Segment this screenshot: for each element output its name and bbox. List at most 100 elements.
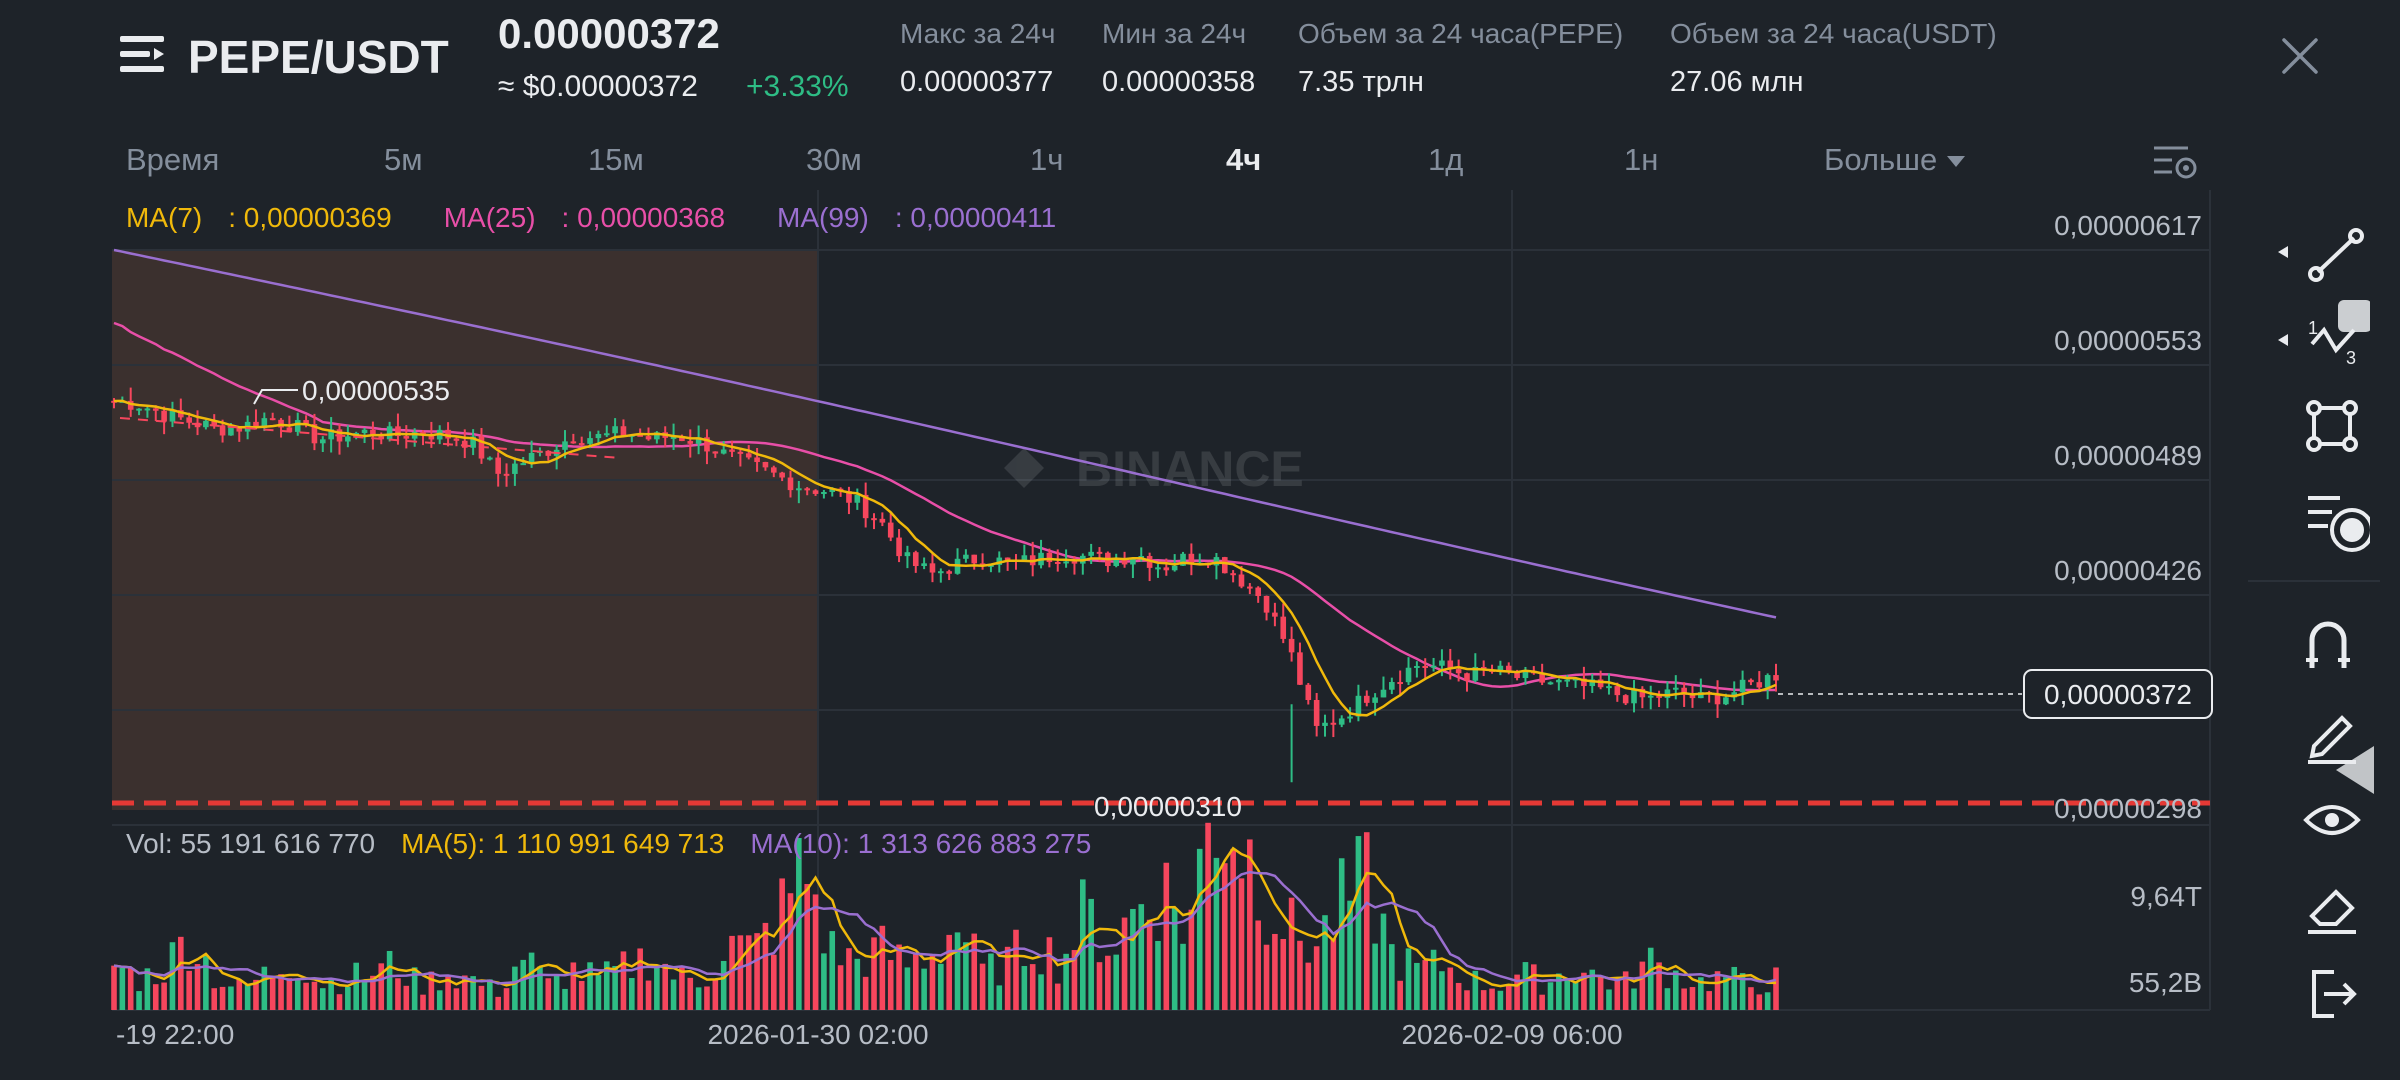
volume-bar — [1105, 955, 1111, 1010]
volume-bar — [445, 976, 451, 1010]
volume-bar — [253, 979, 259, 1010]
tab-1d[interactable]: 1д — [1428, 142, 1464, 177]
candle-body — [1405, 667, 1412, 683]
chart-area[interactable]: BINANCE 0,00000535 0,00000310 0,00000372… — [0, 190, 2240, 1080]
volume-bar — [186, 970, 192, 1010]
ma99-line — [113, 248, 1777, 619]
candle-body — [946, 571, 952, 574]
stat-high-24h: Макс за 24ч 0.00000377 — [900, 18, 1055, 99]
candle-body — [1497, 665, 1504, 672]
candle-body — [136, 408, 142, 411]
close-icon[interactable] — [2278, 34, 2322, 78]
volume-bar — [1480, 990, 1487, 1010]
volume-bar — [311, 981, 318, 1010]
candle-body — [879, 518, 886, 523]
visibility-tool-icon[interactable] — [2278, 784, 2370, 854]
exit-tool-icon[interactable] — [2278, 956, 2370, 1026]
volume-bar — [503, 988, 510, 1010]
tab-time[interactable]: Время — [126, 142, 220, 177]
candle-body — [687, 441, 694, 444]
candle-body — [1180, 553, 1186, 566]
indicator-tool-icon[interactable] — [2278, 486, 2370, 556]
candle-body — [1021, 555, 1028, 561]
highlight-zone — [112, 250, 818, 810]
tab-30m[interactable]: 30м — [806, 142, 862, 177]
tab-more[interactable]: Больше — [1824, 142, 1966, 178]
candle-body — [1247, 586, 1253, 589]
volume-bar — [1313, 946, 1320, 1010]
candle-body — [1698, 692, 1704, 699]
line-tool-icon[interactable] — [2278, 220, 2370, 290]
candle-body — [503, 473, 510, 476]
candlestick-chart[interactable]: BINANCE 0,00000535 0,00000310 0,00000372… — [0, 190, 2240, 1080]
volume-bar — [1363, 832, 1370, 1010]
tab-15m[interactable]: 15м — [588, 142, 644, 177]
volume-bar — [219, 986, 226, 1010]
tab-1h[interactable]: 1ч — [1030, 142, 1064, 177]
volume-bar — [361, 979, 368, 1010]
candle-body — [127, 400, 134, 410]
pen-tool-icon[interactable] — [2278, 696, 2370, 766]
candle-body — [1539, 673, 1545, 683]
volume-bar — [1247, 839, 1253, 1010]
candle-body — [1514, 671, 1520, 679]
volume-bar — [1080, 879, 1086, 1010]
shape-tool-icon[interactable] — [2278, 390, 2370, 460]
collapse-arrow-icon[interactable] — [2332, 742, 2380, 798]
volume-bar — [1113, 954, 1120, 1010]
magnet-tool-icon[interactable] — [2278, 606, 2370, 676]
candle-body — [1689, 694, 1696, 699]
tab-4h[interactable]: 4ч — [1226, 142, 1262, 177]
trend-line[interactable] — [119, 417, 621, 459]
volume-bar — [938, 963, 944, 1010]
candle-body — [1414, 665, 1420, 668]
candle-body — [704, 437, 710, 452]
volume-bar — [562, 988, 568, 1010]
volume-bar — [762, 922, 769, 1010]
volume-bar — [1689, 987, 1696, 1010]
stat-volume-pepe: Объем за 24 часа(PEPE) 7.35 трлн — [1298, 18, 1623, 99]
candle-body — [595, 433, 602, 439]
volume-bar — [821, 953, 827, 1010]
tab-1w[interactable]: 1н — [1624, 142, 1659, 177]
candle-body — [1113, 559, 1120, 566]
watermark-text: BINANCE — [1076, 441, 1304, 497]
menu-icon[interactable] — [120, 34, 166, 74]
volume-ma-lines — [113, 846, 1777, 988]
volume-bar — [787, 893, 794, 1010]
candle-body — [921, 563, 927, 567]
candle-body — [495, 457, 501, 474]
candle-body — [1263, 595, 1270, 613]
volume-bar — [921, 968, 927, 1010]
candle-body — [1714, 693, 1721, 705]
chart-settings-icon[interactable] — [2152, 142, 2200, 182]
candle-body — [862, 494, 869, 519]
volume-bar — [403, 985, 410, 1010]
candle-body — [912, 552, 919, 567]
volume-bar — [1447, 967, 1454, 1010]
price-tick: 0,00000298 — [2054, 793, 2202, 824]
fib-tool-icon[interactable]: 1 3 — [2278, 300, 2370, 370]
candle-body — [286, 427, 293, 432]
tab-5m[interactable]: 5м — [384, 142, 423, 177]
volume-bar — [603, 961, 610, 1010]
volume-bar — [1063, 953, 1069, 1010]
candle-body — [1606, 686, 1612, 689]
candle-body — [1464, 673, 1470, 681]
volume-bar — [670, 979, 677, 1010]
pair-title[interactable]: PEPE/USDT — [188, 31, 449, 83]
current-price-label: 0,00000372 — [2044, 679, 2192, 710]
volume-bar — [704, 986, 710, 1010]
eraser-tool-icon[interactable] — [2278, 870, 2370, 940]
candle-body — [979, 563, 986, 566]
candle-body — [403, 436, 410, 439]
candle-body — [1063, 561, 1069, 564]
candle-body — [161, 410, 167, 422]
candle-body — [253, 421, 259, 428]
low-marker-label: 0,00000310 — [1094, 791, 1242, 822]
candle-body — [695, 437, 702, 444]
volume-bar — [370, 975, 376, 1010]
volume-bar — [1272, 933, 1278, 1010]
candle-body — [1338, 718, 1345, 725]
volume-tick: 55,2B — [2129, 967, 2202, 998]
